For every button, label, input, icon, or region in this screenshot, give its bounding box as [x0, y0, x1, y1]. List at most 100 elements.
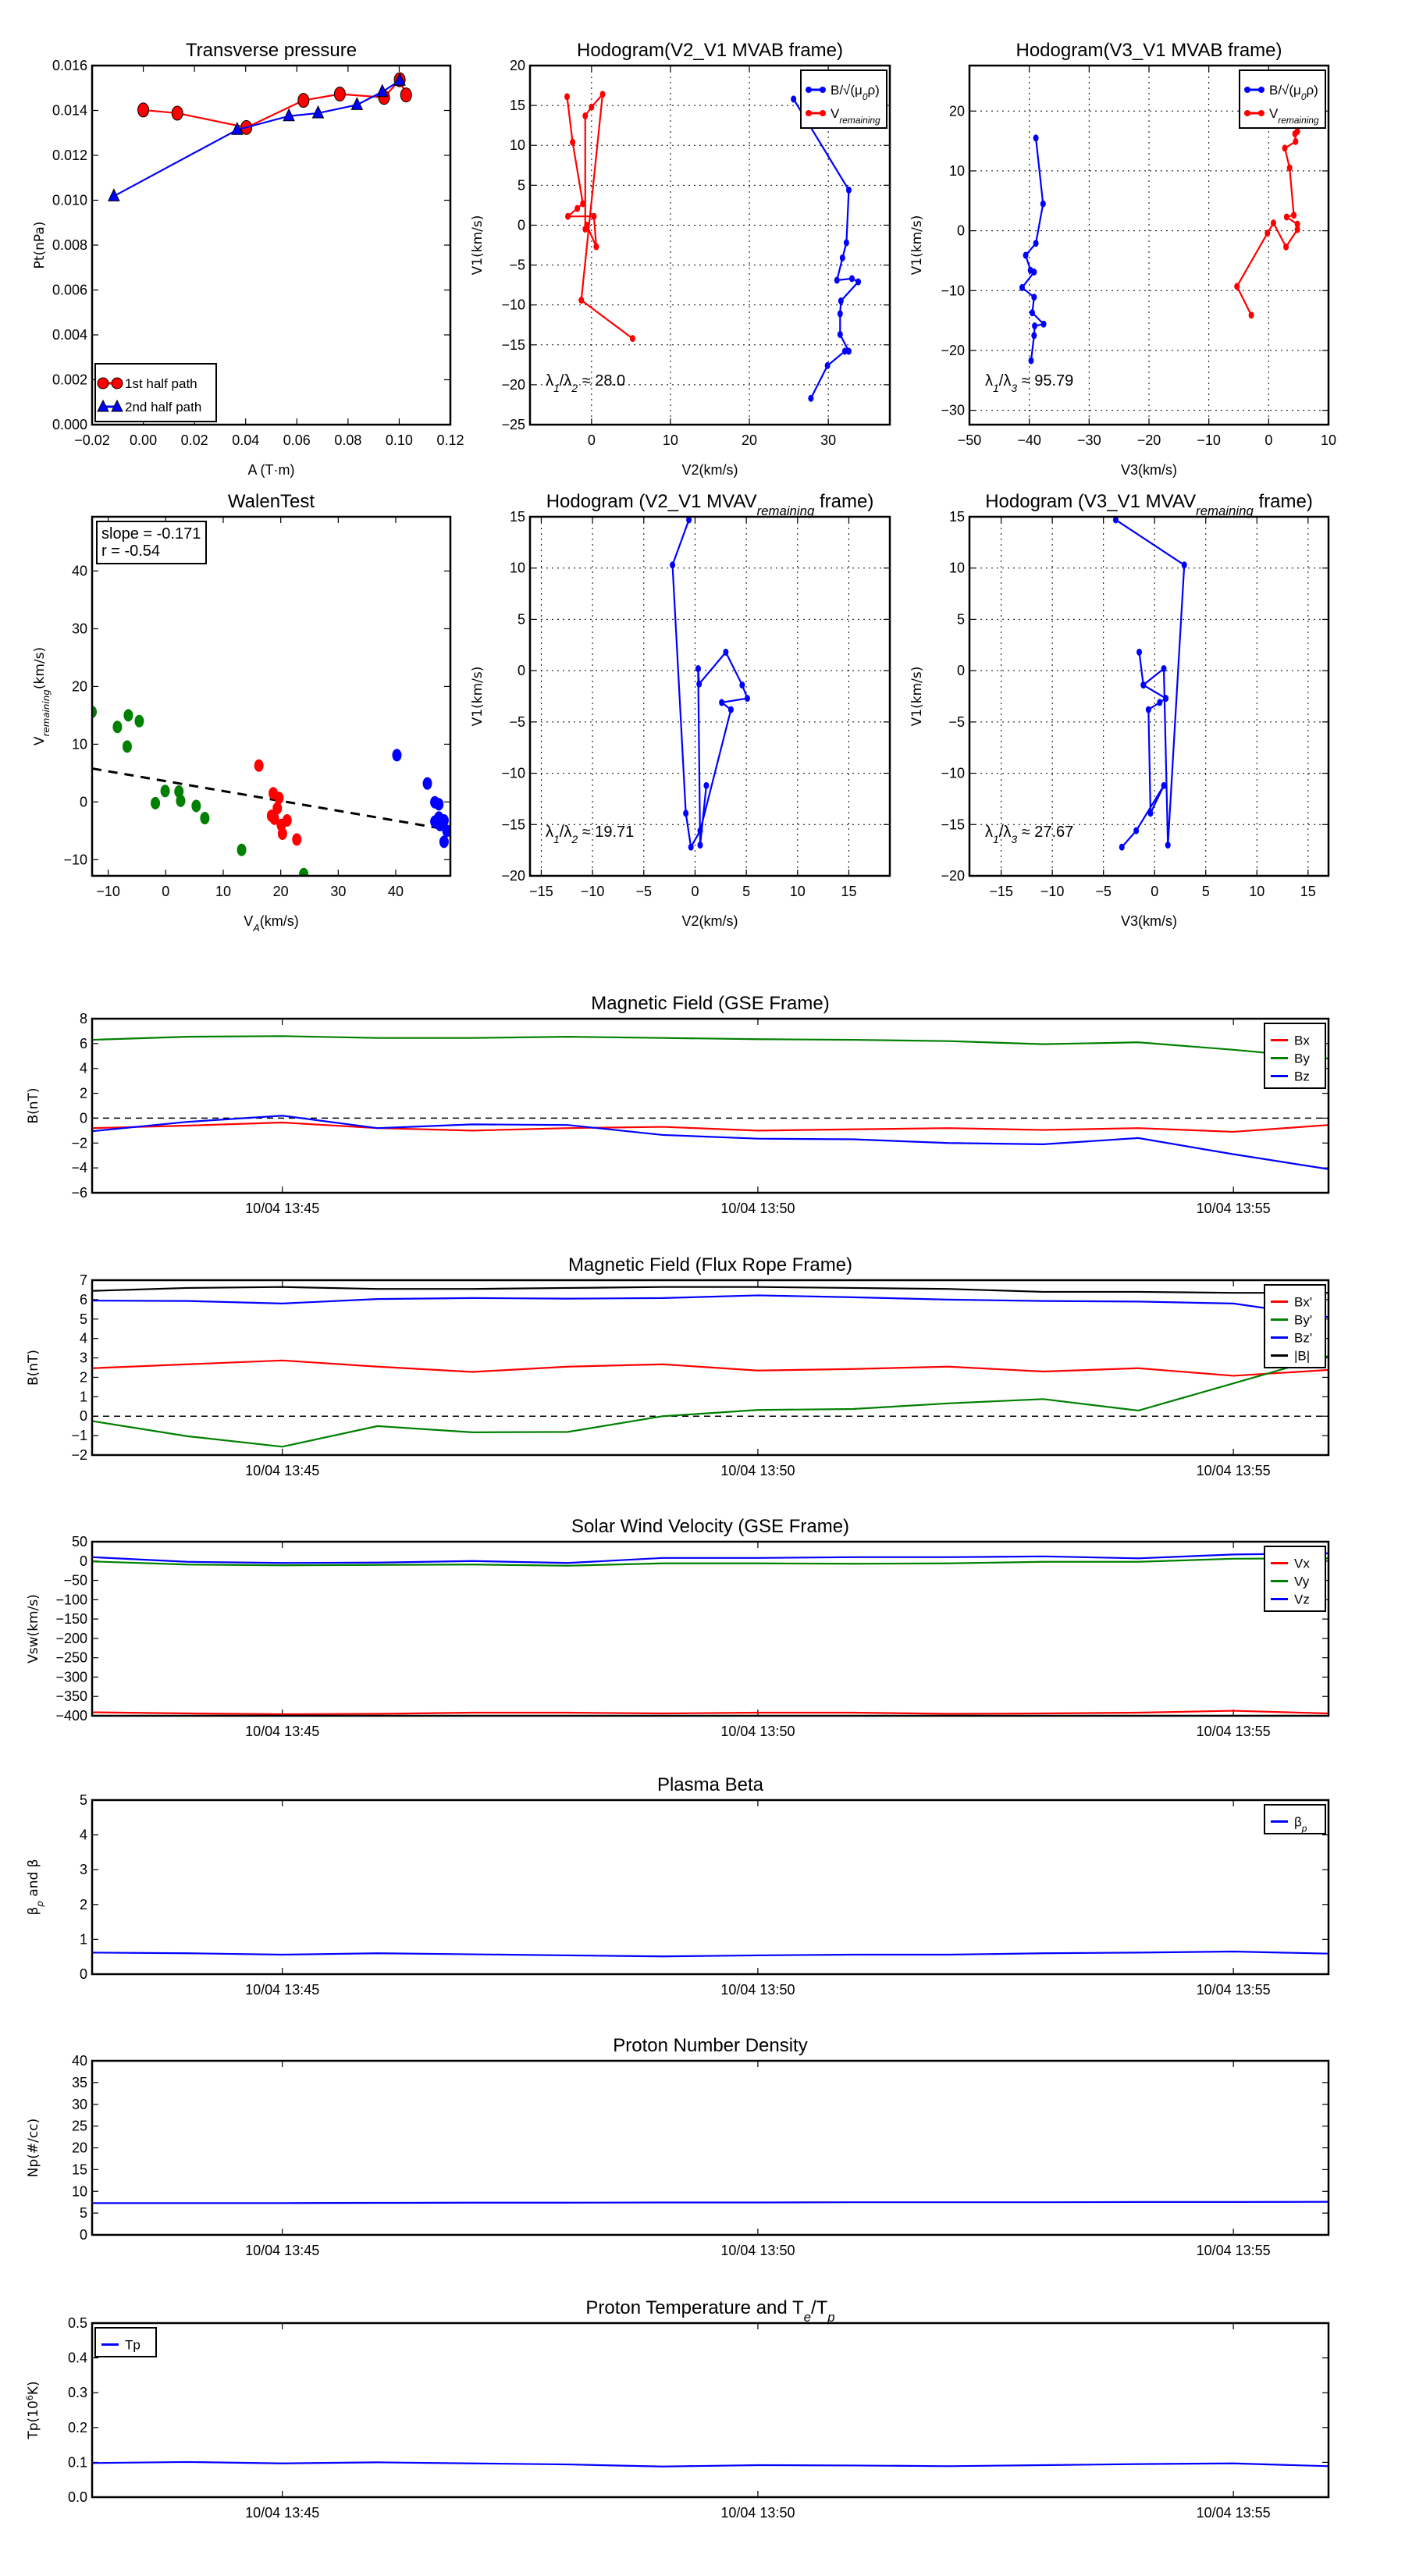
scatter-point — [442, 824, 450, 838]
scatter-point — [274, 792, 284, 805]
y-axis-label: B(nT) — [26, 1087, 41, 1123]
chart-title: Solar Wind Velocity (GSE Frame) — [571, 1516, 849, 1537]
data-point — [696, 680, 702, 688]
y-tick-label: 4 — [80, 1331, 87, 1347]
legend-label: Vremaining — [831, 106, 880, 126]
data-point — [393, 73, 406, 86]
data-point — [1163, 695, 1169, 703]
data-point — [1283, 243, 1289, 251]
legend-label: Bx' — [1294, 1295, 1312, 1310]
legend-label-part: β — [1294, 1815, 1302, 1830]
x-tick-label: 10/04 13:50 — [720, 1982, 795, 1998]
x-tick-label: 10/04 13:55 — [1197, 1982, 1271, 1998]
eigenvalue-ratio-annotation-part: 1 — [553, 833, 560, 845]
eigenvalue-ratio-annotation-part: 3 — [1011, 833, 1017, 845]
chart-title-part: remaining — [757, 503, 815, 518]
eigenvalue-ratio-annotation-part: /λ — [999, 824, 1012, 841]
data-point — [1157, 699, 1163, 706]
y-tick-label: −20 — [501, 377, 525, 393]
legend-marker — [806, 110, 812, 116]
data-point — [688, 843, 694, 851]
scatter-point — [439, 835, 449, 849]
y-tick-label: −10 — [941, 283, 965, 298]
data-point — [1264, 229, 1271, 237]
chart-title: Hodogram(V2_V1 MVAB frame) — [577, 40, 843, 61]
legend-marker — [820, 110, 826, 116]
data-point — [837, 310, 843, 318]
data-point — [1145, 706, 1151, 713]
legend-label: |B| — [1294, 1349, 1310, 1364]
data-point — [841, 347, 848, 355]
plot-area — [108, 72, 412, 201]
y-tick-label: −15 — [501, 817, 525, 832]
y-axis-label: Tp(106K) — [25, 2381, 42, 2439]
x-tick-label: 40 — [388, 884, 404, 899]
data-point — [376, 84, 389, 98]
series-line — [1115, 519, 1186, 848]
chart-panel: −10 0 10 20 30 40−10010203040WalenTestVA(km/s… — [32, 491, 452, 934]
y-tick-label: 20 — [72, 2140, 87, 2156]
data-point — [1181, 561, 1187, 569]
legend-label: βp — [1294, 1815, 1307, 1834]
scatter-point — [434, 798, 444, 811]
y-tick-label: 30 — [72, 621, 87, 636]
data-point — [283, 108, 295, 122]
legend-marker — [97, 399, 109, 412]
x-tick-label: 0.06 — [283, 432, 311, 448]
data-point — [578, 297, 585, 304]
data-point — [1040, 200, 1046, 208]
y-tick-label: 0.3 — [68, 2385, 87, 2400]
y-tick-label: −2 — [71, 1447, 87, 1463]
x-tick-label: −10 — [96, 884, 120, 899]
series-line — [671, 519, 749, 850]
y-tick-label: 0.008 — [52, 237, 87, 253]
y-axis-label: V1(km/s) — [909, 215, 925, 276]
y-tick-label: 4 — [80, 1827, 87, 1843]
y-tick-label: −10 — [501, 297, 525, 313]
y-tick-label: 0 — [80, 1110, 87, 1126]
y-tick-label: 8 — [80, 1011, 87, 1026]
y-tick-label: 0 — [957, 223, 965, 239]
chart-panel: 10/04 13:45 10/04 13:50 10/04 13:55 0 1 2 3 4 5 P… — [26, 1774, 1330, 1998]
y-tick-label: −350 — [55, 1688, 87, 1704]
y-tick-label: 0 — [80, 1966, 87, 1982]
x-tick-label: 10 — [1249, 884, 1264, 899]
chart-title-part: frame) — [814, 491, 873, 512]
data-point — [834, 276, 840, 284]
plot-area — [1019, 127, 1300, 365]
y-tick-label: 7 — [80, 1272, 87, 1288]
data-point — [1291, 212, 1297, 219]
legend-marker — [1258, 110, 1264, 116]
y-tick-label: 10 — [949, 163, 965, 179]
y-tick-label: −10 — [501, 766, 525, 781]
x-tick-label: 10 — [215, 884, 231, 899]
data-point — [837, 330, 843, 338]
eigenvalue-ratio-annotation-part: 1 — [993, 382, 999, 394]
y-tick-label: 15 — [72, 2161, 87, 2177]
y-tick-label: 3 — [80, 1350, 87, 1366]
y-tick-label: −1 — [71, 1428, 87, 1443]
x-tick-label: −50 — [958, 432, 982, 448]
plot-area — [564, 91, 862, 402]
x-axis-label-part: V — [244, 913, 253, 929]
axes-frame — [91, 1017, 1330, 1194]
legend-label: Vz — [1294, 1592, 1310, 1607]
legend-box — [94, 2327, 157, 2357]
scatter-point — [277, 827, 287, 841]
chart-title-part: /T — [811, 2297, 828, 2318]
scatter-point — [176, 794, 186, 807]
y-tick-label: 0.002 — [52, 372, 87, 388]
data-point — [1031, 269, 1037, 276]
y-tick-label: 15 — [510, 98, 525, 113]
legend-label: By — [1294, 1051, 1310, 1066]
data-point — [808, 394, 814, 402]
x-tick-label: −15 — [989, 884, 1013, 899]
legend-label-part: p — [1301, 1823, 1307, 1834]
y-tick-label: 15 — [510, 509, 525, 525]
data-point — [599, 91, 606, 98]
chart-title: Magnetic Field (GSE Frame) — [591, 993, 829, 1014]
data-point — [565, 212, 571, 220]
data-point — [400, 87, 412, 103]
legend-label: 1st half path — [125, 376, 197, 391]
